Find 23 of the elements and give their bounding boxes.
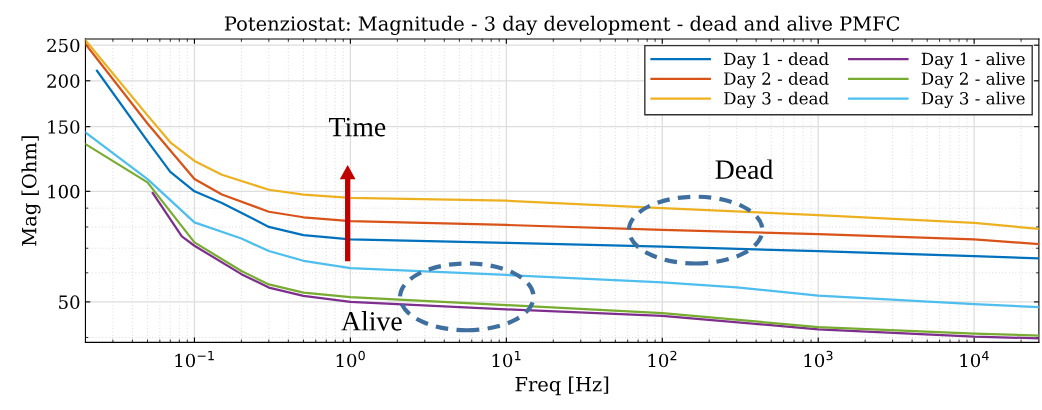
y-tick-label: 50 [59, 295, 80, 310]
legend-label: Day 1 - dead [724, 52, 829, 69]
x-axis-title: Freq [Hz] [515, 376, 609, 396]
x-tick-label: 10$^{3}$ [804, 350, 833, 368]
annotation: Time [329, 117, 386, 137]
y-tick-label: 250 [47, 38, 80, 53]
legend-label: Day 2 - alive [921, 71, 1025, 89]
chart-title: Potenziostat: Magnitude - 3 day development - dead and alive PMFC [224, 15, 900, 35]
legend-label: Day 1 - alive [921, 52, 1025, 69]
x-tick-label: 10$^{−1}$ [175, 350, 214, 368]
legend-label: Day 3 - alive [921, 91, 1025, 109]
annotation: Dead [715, 159, 773, 179]
x-tick-label: 10$^{2}$ [648, 350, 677, 368]
y-axis-title: Mag [Ohm] [21, 136, 41, 246]
annotation: Alive [341, 311, 402, 331]
legend-label: Day 2 - dead [724, 71, 829, 89]
x-tick-label: 10$^{1}$ [492, 350, 521, 368]
x-tick-label: 10$^{4}$ [960, 350, 989, 368]
legend-label: Day 3 - dead [724, 91, 829, 109]
y-tick-label: 100 [48, 184, 80, 199]
x-tick-label: 10$^{0}$ [336, 350, 365, 368]
y-tick-label: 150 [48, 120, 80, 134]
y-tick-label: 200 [47, 74, 80, 88]
